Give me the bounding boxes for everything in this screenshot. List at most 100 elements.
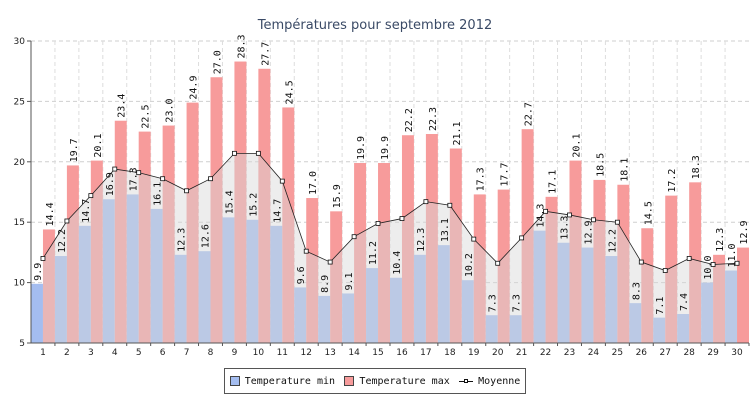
data-label-max: 27.7 xyxy=(260,42,271,66)
data-label-min: 13.1 xyxy=(440,218,451,242)
x-tick-label: 25 xyxy=(612,348,623,358)
data-label-max: 18.5 xyxy=(595,153,606,177)
data-label-max: 17.2 xyxy=(667,169,678,193)
data-label-max: 12.9 xyxy=(739,220,750,244)
average-point xyxy=(591,217,596,223)
x-tick-label: 5 xyxy=(136,348,142,358)
bar-max xyxy=(114,120,127,343)
data-label-min: 14.3 xyxy=(536,204,547,228)
data-label-max: 17.0 xyxy=(308,171,319,195)
data-label-min: 11.2 xyxy=(368,241,379,265)
data-label-max: 19.9 xyxy=(356,136,367,160)
bar-min xyxy=(461,280,474,343)
bar-min xyxy=(31,283,43,343)
average-point xyxy=(64,218,70,224)
data-label-min: 7.4 xyxy=(679,293,690,311)
bar-min xyxy=(78,225,91,343)
x-tick-label: 1 xyxy=(40,348,46,358)
x-tick-label: 20 xyxy=(492,348,504,358)
data-label-min: 10.4 xyxy=(392,251,403,275)
average-point xyxy=(638,259,644,265)
average-point xyxy=(375,221,381,226)
average-point xyxy=(662,268,668,273)
average-point xyxy=(184,188,189,194)
bar-min xyxy=(581,247,594,343)
x-tick-label: 23 xyxy=(564,348,575,358)
average-point xyxy=(471,236,477,242)
data-label-max: 17.1 xyxy=(548,170,559,194)
legend-swatch-min xyxy=(229,376,240,386)
average-point xyxy=(208,176,213,182)
data-label-max: 19.7 xyxy=(69,138,80,162)
bar-min xyxy=(629,303,642,343)
bar-min xyxy=(485,315,498,343)
bar-min xyxy=(677,314,690,343)
bar-max xyxy=(425,134,438,343)
data-label-min: 12.3 xyxy=(177,228,188,252)
data-label-max: 22.2 xyxy=(404,108,415,132)
data-label-min: 16.9 xyxy=(105,172,116,196)
bar-min xyxy=(342,293,355,343)
data-label-min: 11.0 xyxy=(727,243,738,267)
data-label-min: 9.1 xyxy=(344,272,355,290)
x-tick-label: 13 xyxy=(324,348,335,358)
average-point xyxy=(40,256,46,261)
x-tick-label: 2 xyxy=(64,348,70,358)
bar-min xyxy=(318,295,331,343)
bar-max xyxy=(545,196,558,343)
legend-label-average: Moyenne xyxy=(478,375,521,387)
bar-max xyxy=(521,129,534,343)
bar-min xyxy=(222,217,235,343)
legend-item-min: Temperature min xyxy=(229,376,335,387)
bar-min xyxy=(150,208,163,343)
x-tick-label: 9 xyxy=(232,348,238,358)
bar-min xyxy=(653,317,666,343)
bar-max xyxy=(449,148,462,343)
bar-min xyxy=(509,315,522,343)
bar-max xyxy=(378,163,390,343)
bar-min xyxy=(270,225,283,343)
x-tick-label: 11 xyxy=(277,348,288,358)
bar-max xyxy=(401,135,414,343)
average-point xyxy=(327,259,333,265)
data-label-min: 12.2 xyxy=(607,229,618,253)
legend-marker-average xyxy=(459,376,474,386)
bar-max xyxy=(42,229,55,343)
x-tick-label: 24 xyxy=(588,348,600,358)
bar-max xyxy=(138,131,151,343)
data-label-min: 7.3 xyxy=(512,294,523,312)
y-tick-label: 30 xyxy=(14,37,26,47)
data-label-max: 19.9 xyxy=(380,136,391,160)
x-tick-label: 21 xyxy=(516,348,527,358)
data-label-max: 24.9 xyxy=(189,76,200,100)
y-tick-label: 10 xyxy=(14,279,26,289)
x-tick-label: 15 xyxy=(372,348,383,358)
average-point xyxy=(255,150,261,156)
bar-max xyxy=(330,211,343,343)
bar-max xyxy=(641,228,654,343)
data-label-min: 12.3 xyxy=(416,228,427,252)
data-label-max: 23.4 xyxy=(117,94,128,118)
bar-max xyxy=(737,247,749,343)
bar-max xyxy=(282,107,295,343)
data-label-max: 22.5 xyxy=(141,105,152,129)
data-label-max: 14.4 xyxy=(45,202,56,226)
data-label-min: 12.6 xyxy=(201,224,212,248)
average-point xyxy=(136,170,142,176)
data-label-max: 22.3 xyxy=(428,107,439,131)
data-label-max: 18.3 xyxy=(691,155,702,179)
x-tick-label: 3 xyxy=(88,348,94,358)
bar-max xyxy=(569,160,582,343)
x-tick-label: 10 xyxy=(253,348,265,358)
x-tick-label: 19 xyxy=(468,348,480,358)
x-tick-label: 4 xyxy=(112,348,118,358)
data-label-max: 28.3 xyxy=(236,34,247,58)
average-point xyxy=(351,234,357,240)
x-tick-label: 29 xyxy=(707,348,719,358)
bar-min xyxy=(413,254,426,343)
bar-max xyxy=(258,68,271,343)
average-point xyxy=(303,248,309,254)
bar-min xyxy=(102,199,115,343)
x-tick-label: 28 xyxy=(683,348,695,358)
data-label-min: 14.7 xyxy=(272,199,283,223)
